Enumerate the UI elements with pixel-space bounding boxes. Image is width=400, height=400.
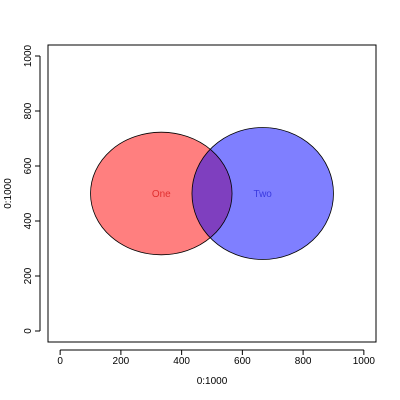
x-tick-label: 0 xyxy=(57,356,63,367)
y-tick-label: 0 xyxy=(23,328,34,334)
y-tick-label: 800 xyxy=(23,102,34,119)
y-axis: 0 200 400 600 800 1000 xyxy=(23,44,41,334)
y-tick-label: 200 xyxy=(23,267,34,284)
x-axis-title: 0:1000 xyxy=(197,376,228,387)
set-two-outline xyxy=(191,127,334,260)
y-tick-label: 600 xyxy=(23,157,34,174)
x-axis: 0 200 400 600 800 1000 xyxy=(57,349,376,367)
set-labels: One Two xyxy=(152,189,272,200)
set-shapes xyxy=(90,127,334,260)
plot-frame xyxy=(47,44,377,343)
x-tick-label: 600 xyxy=(234,356,251,367)
set-outlines xyxy=(90,127,334,260)
x-tick-label: 200 xyxy=(113,356,130,367)
set-two-label: Two xyxy=(254,189,273,200)
set-one-ellipse xyxy=(90,132,233,255)
y-tick-label: 400 xyxy=(23,212,34,229)
y-tick-label: 1000 xyxy=(23,44,34,67)
set-two-ellipse xyxy=(191,127,334,260)
y-axis-title: 0:1000 xyxy=(3,178,14,209)
set-one-label: One xyxy=(152,189,171,200)
x-tick-label: 800 xyxy=(295,356,312,367)
x-tick-label: 1000 xyxy=(353,356,376,367)
set-one-outline xyxy=(90,131,233,256)
x-tick-label: 400 xyxy=(173,356,190,367)
